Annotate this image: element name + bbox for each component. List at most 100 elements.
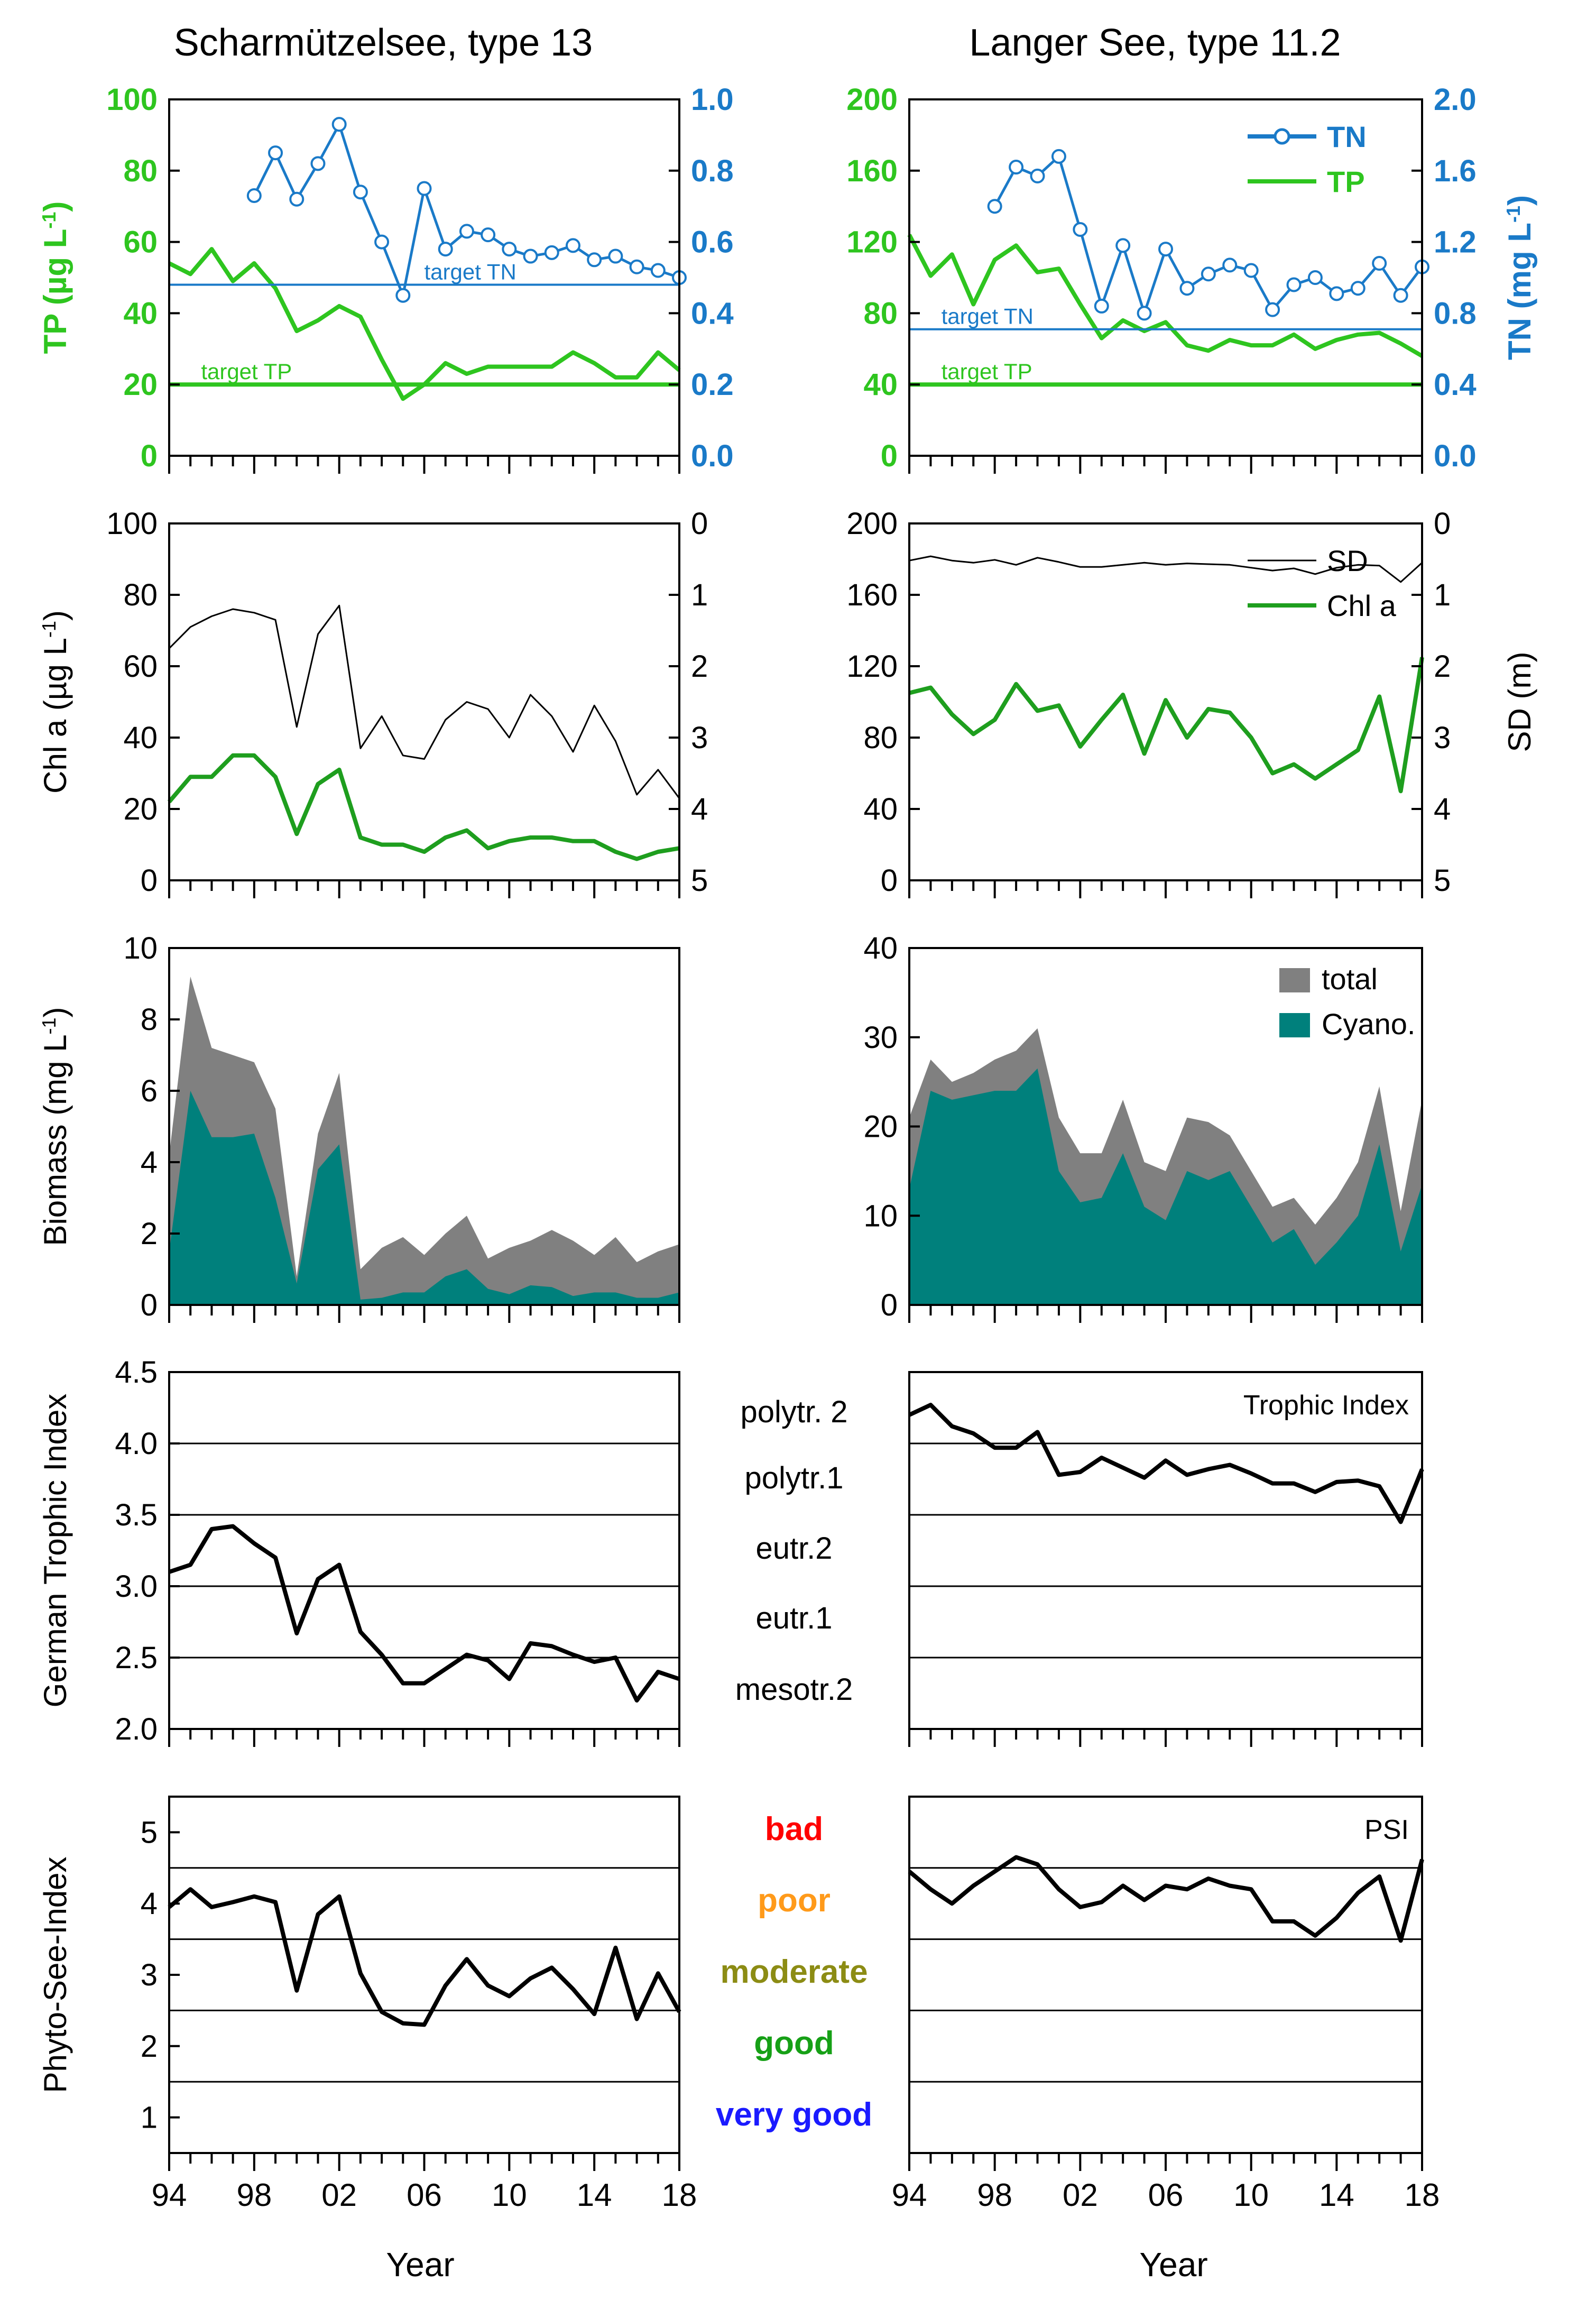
y2-axis-title: TN (mg L-1) bbox=[1502, 195, 1537, 360]
tn-point bbox=[1286, 277, 1302, 292]
plot-frame bbox=[168, 522, 680, 881]
x-tick-label: 94 bbox=[892, 2177, 927, 2213]
y-tick-label: 0 bbox=[881, 1288, 898, 1322]
sd-line bbox=[168, 604, 680, 799]
tn-point bbox=[1158, 242, 1173, 257]
y2-tick-label: 2 bbox=[691, 649, 708, 684]
index-line bbox=[908, 1403, 1424, 1524]
x-tick-label: 18 bbox=[1405, 2177, 1440, 2213]
y-tick-label: 2.5 bbox=[115, 1641, 158, 1675]
y2-tick-label: 5 bbox=[1434, 863, 1451, 898]
y2-tick-label: 4 bbox=[1434, 792, 1451, 826]
legend-swatch bbox=[1279, 1013, 1310, 1037]
y2-tick-label: 0.4 bbox=[691, 296, 734, 330]
y-tick-label: 120 bbox=[846, 225, 898, 260]
y2-tick-label: 1 bbox=[1434, 578, 1451, 612]
trophic-class-label: eutr.1 bbox=[755, 1601, 832, 1635]
y2-tick-label: 0.2 bbox=[691, 367, 734, 402]
x-tick-label: 06 bbox=[407, 2177, 442, 2213]
tn-point bbox=[1350, 281, 1366, 296]
y2-tick-label: 0.8 bbox=[691, 154, 734, 188]
y-tick-label: 40 bbox=[863, 792, 898, 826]
index-line bbox=[168, 1524, 680, 1703]
tn-point bbox=[310, 156, 326, 171]
y2-tick-label: 1.2 bbox=[1434, 225, 1477, 260]
tn-point bbox=[438, 242, 453, 257]
tn-point bbox=[523, 249, 538, 264]
plot-frame bbox=[168, 1371, 680, 1730]
tn-point bbox=[1051, 149, 1066, 164]
x-axis-label-left: Year bbox=[386, 2246, 454, 2284]
y-tick-label: 120 bbox=[846, 649, 898, 684]
y2-tick-label: 0.4 bbox=[1434, 367, 1477, 402]
legend-swatch bbox=[1279, 968, 1310, 992]
y2-tick-label: 3 bbox=[1434, 721, 1451, 755]
tn-point bbox=[629, 259, 644, 274]
tn-point bbox=[565, 238, 580, 253]
target-label: target TP bbox=[201, 359, 292, 384]
y-tick-label: 0 bbox=[141, 1288, 158, 1322]
y2-tick-label: 0 bbox=[1434, 507, 1451, 541]
y-tick-label: 2 bbox=[141, 2029, 158, 2064]
y-tick-label: 200 bbox=[846, 82, 898, 117]
tp-line bbox=[907, 234, 1424, 358]
psi-class-label: moderate bbox=[720, 1954, 868, 1990]
y2-tick-label: 2 bbox=[1434, 649, 1451, 684]
y2-tick-label: 3 bbox=[691, 721, 708, 755]
y-tick-label: 3 bbox=[141, 1958, 158, 1992]
y-tick-label: 2.0 bbox=[115, 1712, 158, 1746]
x-tick-label: 14 bbox=[1319, 2177, 1354, 2213]
tn-point bbox=[502, 242, 517, 257]
y-tick-label: 4 bbox=[141, 1887, 158, 1921]
psi-class-label: very good bbox=[716, 2096, 872, 2133]
y2-tick-label: 0.0 bbox=[691, 439, 734, 473]
y-tick-label: 200 bbox=[846, 507, 898, 541]
panel-r1: target TN target TP 0 40 80 120 160 200 0.0 0.4 0.… bbox=[846, 82, 1537, 474]
target-label: target TN bbox=[425, 259, 516, 284]
tn-point bbox=[331, 117, 347, 132]
y-tick-label: 40 bbox=[123, 296, 158, 330]
y-tick-label: 5 bbox=[141, 1815, 158, 1850]
y2-tick-label: 0.0 bbox=[1434, 439, 1477, 473]
title-right: Langer See, type 11.2 bbox=[969, 22, 1341, 64]
psi-class-labels: bad poor moderate good very good bbox=[716, 1811, 872, 2133]
x-axis-label-right: Year bbox=[1139, 2246, 1207, 2284]
tn-point bbox=[1137, 306, 1152, 321]
legend-label: TN bbox=[1327, 120, 1367, 153]
tn-point bbox=[650, 263, 666, 278]
x-tick-label: 94 bbox=[152, 2177, 187, 2213]
target-label: target TP bbox=[942, 359, 1032, 384]
x-tick-label: 98 bbox=[236, 2177, 272, 2213]
tn-point bbox=[1115, 238, 1131, 253]
psi-class-label: good bbox=[754, 2025, 834, 2062]
legend-label: PSI bbox=[1364, 1815, 1409, 1845]
x-tick-label: 02 bbox=[1063, 2177, 1098, 2213]
panel-r4: Trophic Index bbox=[908, 1371, 1424, 1747]
y-tick-label: 40 bbox=[123, 721, 158, 755]
y-tick-label: 4.5 bbox=[115, 1355, 158, 1390]
y-tick-label: 160 bbox=[846, 578, 898, 612]
y-tick-label: 20 bbox=[123, 367, 158, 402]
panel-r2: 0 40 80 120 160 200 0 1 2 3 4 5 SD (m) SD Chl a bbox=[846, 507, 1537, 898]
title-left: Scharmützelsee, type 13 bbox=[174, 22, 593, 64]
plot-frame bbox=[908, 1796, 1423, 2154]
y2-tick-label: 0.6 bbox=[691, 225, 734, 260]
tn-point bbox=[1307, 270, 1323, 285]
y-tick-label: 8 bbox=[141, 1002, 158, 1037]
index-line bbox=[908, 1855, 1424, 1943]
y-axis-title: Chl a (µg L-1) bbox=[38, 610, 73, 794]
y2-axis-title: SD (m) bbox=[1502, 652, 1537, 752]
tn-point bbox=[289, 191, 305, 207]
target-label: target TN bbox=[942, 304, 1034, 329]
y-tick-label: 80 bbox=[123, 154, 158, 188]
panel-l1: target TN target TP 0 20 40 60 80 100 0.0 0.2 0.4 0… bbox=[38, 82, 734, 474]
y-tick-label: 60 bbox=[123, 225, 158, 260]
y-axis-title: Phyto-See-Index bbox=[38, 1857, 73, 2093]
x-tick-label: 10 bbox=[1233, 2177, 1269, 2213]
panel-l5: 94 98 02 06 10 14 18 1 2 3 4 5 Phyto-See-Index bbox=[38, 1796, 697, 2213]
tn-point bbox=[1222, 257, 1238, 273]
legend-label: total bbox=[1322, 962, 1378, 996]
tn-point bbox=[395, 288, 411, 303]
trophic-class-labels: polytr. 2 polytr.1 eutr.2 eutr.1 mesotr.2 bbox=[735, 1395, 853, 1707]
tn-point bbox=[1030, 168, 1045, 183]
